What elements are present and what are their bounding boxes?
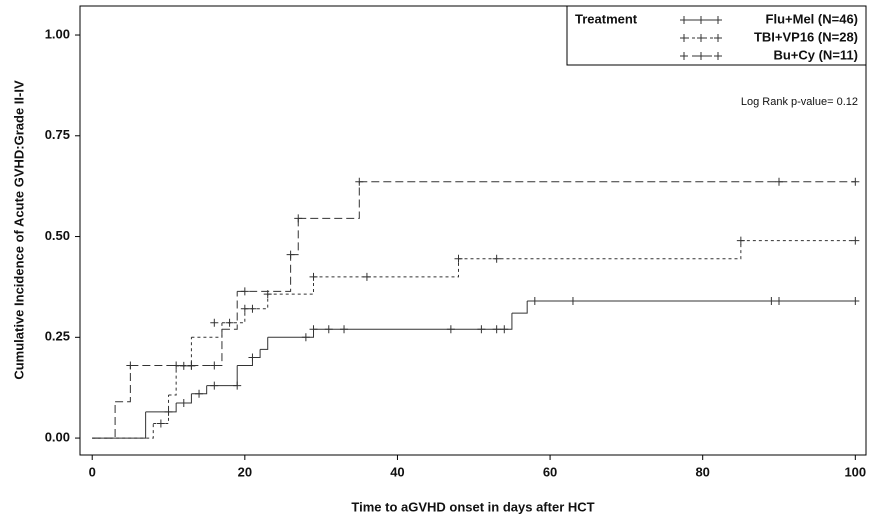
x-tick-label: 40 [390,464,404,479]
step-segment [191,322,223,338]
y-tick-label: 0.00 [45,430,70,445]
step-segment [92,423,154,439]
censor-mark [225,318,234,327]
legend-marker [680,52,688,60]
annotation: Log Rank p-value= 0.12 [741,96,858,108]
step-segment [221,308,246,324]
censor-mark [301,333,310,342]
censor-mark [340,325,349,334]
step-segment [153,394,170,425]
censor-mark [767,297,776,306]
censor-mark [362,272,371,281]
step-segment [298,181,360,219]
y-axis-label: Cumulative Incidence of Acute GVHD:Grade… [11,80,26,380]
censor-mark [248,304,257,313]
y-tick-label: 0.75 [45,127,70,142]
legend-marker [680,16,688,24]
censor-mark [775,177,784,186]
plot-frame [79,5,867,456]
step-segment [267,329,315,338]
y-tick-label: 0.25 [45,329,70,344]
legend-marker [714,52,722,60]
legend-marker [714,34,722,42]
censor-mark [210,318,219,327]
censor-mark [126,361,135,370]
step-segment [290,218,299,256]
censor-mark [568,297,577,306]
x-tick-label: 60 [543,464,557,479]
x-tick-label: 80 [695,464,709,479]
step-segment [145,403,177,413]
x-axis-label: Time to aGVHD onset in days after HCT [351,499,594,514]
censor-mark [309,272,318,281]
censor-mark [851,297,860,306]
censor-mark [454,254,463,263]
censor-mark [851,177,860,186]
legend-label: Flu+Mel (N=46) [766,11,858,26]
x-tick-label: 100 [844,464,866,479]
step-segment [206,365,238,387]
censor-mark [156,419,165,428]
x-tick-label: 0 [89,464,96,479]
step-segment [511,301,528,314]
x-tick-label: 20 [238,464,252,479]
censor-mark [492,325,501,334]
censor-mark [240,287,249,296]
censor-mark [233,381,242,390]
legend-title: Treatment [575,11,638,26]
step-segment [92,401,116,439]
censor-mark [210,381,219,390]
step-segment [115,365,131,403]
step-segment [252,349,261,358]
step-segment [260,337,269,350]
censor-mark [210,361,219,370]
censor-mark [309,325,318,334]
censor-mark [195,389,204,398]
legend-box [566,5,867,66]
step-segment [221,291,238,330]
y-tick-label: 1.00 [45,26,70,41]
censor-mark [477,325,486,334]
censor-mark [294,214,303,223]
step-segment [237,254,292,292]
step-segment [313,258,460,278]
legend-marker [697,34,705,42]
step-segment [313,313,513,330]
censor-mark [248,353,257,362]
y-tick-label: 0.50 [45,228,70,243]
censor-mark [492,254,501,263]
censor-mark [324,325,333,334]
step-segment [458,240,742,260]
censor-mark [187,361,196,370]
censor-mark [851,236,860,245]
step-segment [176,337,192,367]
censor-mark [775,297,784,306]
censor-mark [530,297,539,306]
censor-mark [286,250,295,259]
censor-mark [172,361,181,370]
censor-mark [240,304,249,313]
censor-mark [355,177,364,186]
censor-mark [736,236,745,245]
legend-marker [680,34,688,42]
step-segment [168,365,177,396]
legend-label: TBI+VP16 (N=28) [754,29,858,44]
step-segment [244,294,269,310]
legend-marker [714,16,722,24]
censor-mark [500,325,509,334]
step-segment [130,329,223,367]
censor-mark [446,325,455,334]
legend-marker [697,16,705,24]
legend-label: Bu+Cy (N=11) [773,47,858,62]
step-segment [237,357,253,367]
step-segment [92,411,147,439]
censor-mark [179,399,188,408]
legend-marker [697,52,705,60]
